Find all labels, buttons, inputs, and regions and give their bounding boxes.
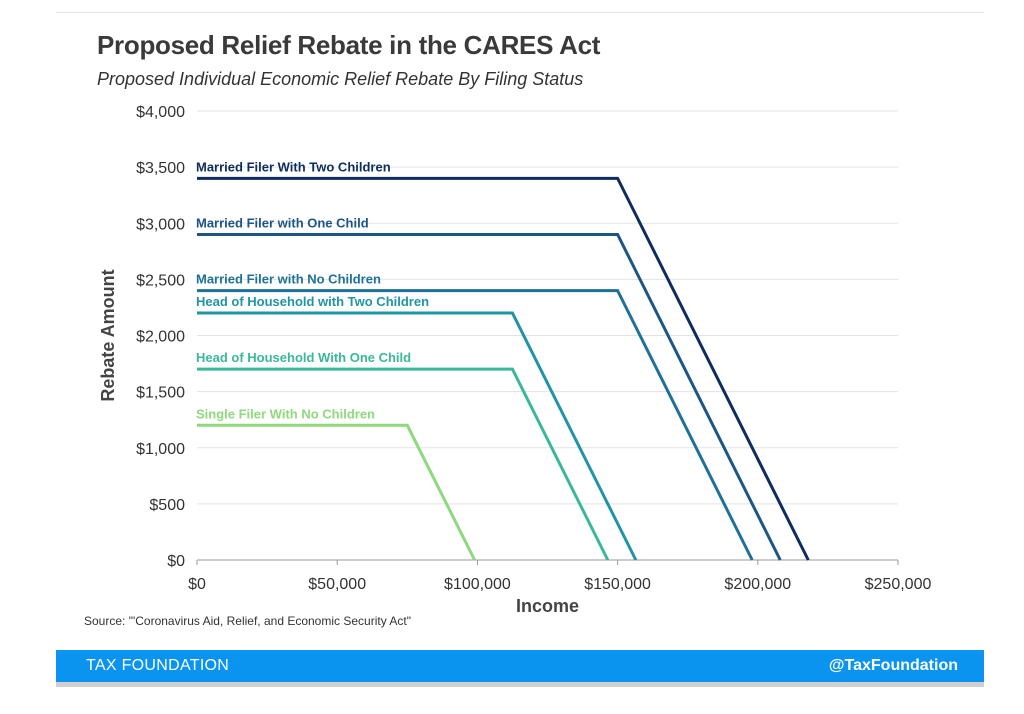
series-label: Married Filer with One Child bbox=[196, 215, 369, 230]
x-tick-label: $150,000 bbox=[584, 576, 651, 593]
y-tick-label: $2,500 bbox=[136, 272, 185, 289]
footer-shadow bbox=[56, 682, 984, 687]
y-tick-label: $0 bbox=[167, 553, 185, 570]
x-tick-label: $250,000 bbox=[865, 576, 932, 593]
y-tick-label: $2,000 bbox=[136, 329, 185, 346]
footer-bar: TAX FOUNDATION @TaxFoundation bbox=[56, 650, 984, 682]
y-tick-label: $1,500 bbox=[136, 385, 185, 402]
chart-subtitle: Proposed Individual Economic Relief Reba… bbox=[97, 69, 584, 89]
series-line bbox=[197, 289, 754, 561]
footer-handle[interactable]: @TaxFoundation bbox=[828, 657, 958, 674]
series-line bbox=[197, 176, 810, 561]
y-tick-label: $1,000 bbox=[136, 441, 185, 458]
y-tick-label: $3,500 bbox=[136, 160, 185, 177]
series-line bbox=[197, 423, 476, 561]
series-line bbox=[197, 311, 638, 561]
y-tick-label: $4,000 bbox=[136, 104, 185, 121]
y-axis-title: Rebate Amount bbox=[98, 269, 118, 401]
series-line bbox=[197, 232, 782, 561]
x-tick-label: $100,000 bbox=[444, 576, 511, 593]
x-tick-label: $200,000 bbox=[724, 576, 791, 593]
series-label: Married Filer With Two Children bbox=[196, 159, 391, 174]
footer-brand[interactable]: TAX FOUNDATION bbox=[86, 657, 230, 674]
y-tick-label: $500 bbox=[149, 497, 185, 514]
series-line bbox=[197, 367, 610, 561]
series-label: Single Filer With No Children bbox=[196, 406, 375, 421]
chart-title: Proposed Relief Rebate in the CARES Act bbox=[97, 30, 601, 60]
x-axis-title: Income bbox=[516, 596, 579, 616]
series-label: Head of Household With One Child bbox=[196, 350, 411, 365]
y-tick-label: $3,000 bbox=[136, 216, 185, 233]
top-divider bbox=[56, 12, 984, 13]
source-note: Source: "'Coronavirus Aid, Relief, and E… bbox=[84, 614, 411, 628]
series-label: Head of Household with Two Children bbox=[196, 294, 429, 309]
x-tick-label: $0 bbox=[188, 576, 206, 593]
series-label: Married Filer with No Children bbox=[196, 272, 381, 287]
x-tick-label: $50,000 bbox=[308, 576, 366, 593]
